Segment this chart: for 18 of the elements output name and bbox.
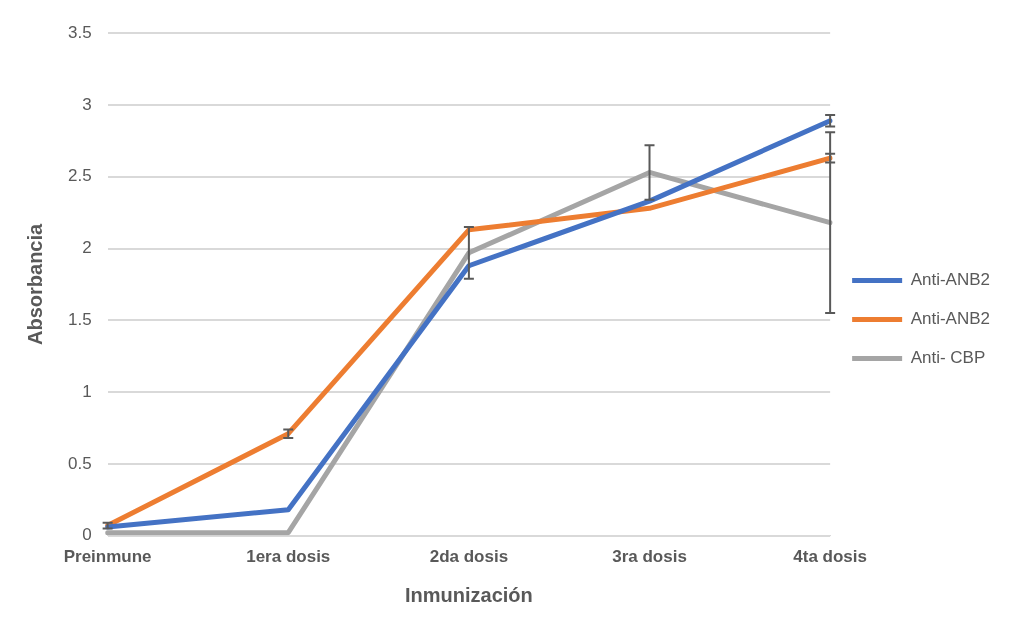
x-tick-label: 1era dosis: [246, 547, 331, 567]
y-tick-label: 3: [82, 94, 92, 114]
x-axis-title: Inmunización: [404, 583, 533, 606]
legend-label: Anti- CBP: [910, 348, 986, 368]
legend-label: Anti-ANB2: [910, 309, 991, 329]
legend-label: Anti-ANB2: [910, 270, 991, 290]
y-tick-label: 1: [82, 381, 92, 401]
x-tick-label: 4ta dosis: [793, 547, 867, 567]
y-tick-label: 2.5: [67, 166, 92, 186]
x-tick-label: 2da dosis: [429, 547, 509, 567]
y-tick-label: 1.5: [67, 309, 92, 329]
y-tick-label: 0: [82, 525, 92, 545]
y-tick-label: 3.5: [67, 22, 92, 42]
x-tick-label: 3ra dosis: [612, 547, 687, 567]
y-axis-title: Absorbancia: [23, 222, 46, 345]
y-tick-label: 0.5: [67, 453, 92, 473]
x-tick-label: Preinmune: [63, 547, 152, 567]
y-tick-label: 2: [82, 238, 92, 258]
